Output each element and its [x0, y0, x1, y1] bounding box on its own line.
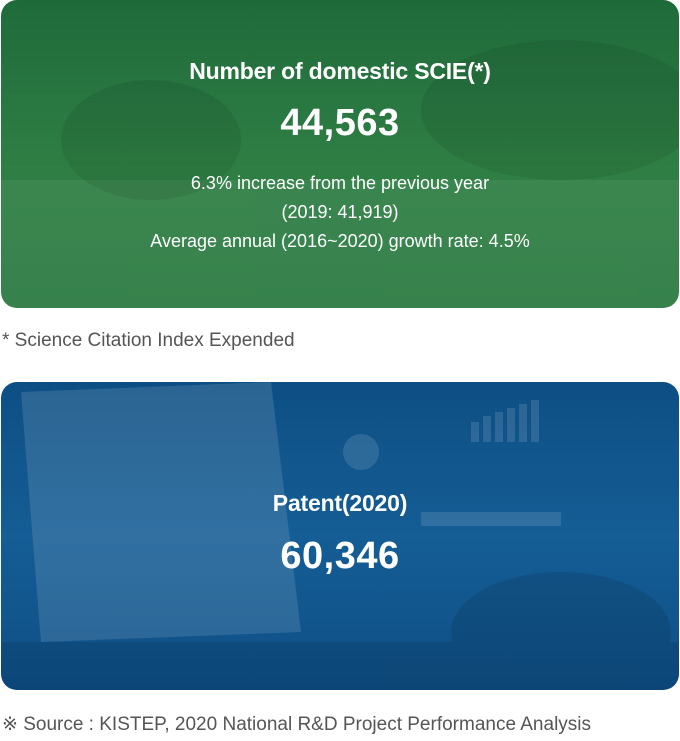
scie-title: Number of domestic SCIE(*) [189, 58, 491, 84]
patent-value: 60,346 [280, 535, 400, 577]
footnote: * Science Citation Index Expended [2, 330, 295, 351]
scie-growth-rate-text: Average annual (2016~2020) growth rate: … [150, 231, 530, 251]
keyboard-background-image [1, 40, 679, 308]
patent-title: Patent(2020) [272, 490, 408, 516]
laptop-charts-background-image [1, 382, 679, 690]
scie-card: Number of domestic SCIE(*) 44,563 6.3% i… [1, 0, 679, 308]
scie-value: 44,563 [280, 102, 400, 144]
patent-card: Patent(2020) 60,346 [1, 382, 679, 690]
scie-previous-year-text: (2019: 41,919) [281, 202, 399, 222]
source-note: ※ Source : KISTEP, 2020 National R&D Pro… [2, 714, 592, 735]
scie-increase-text: 6.3% increase from the previous year [190, 173, 490, 193]
